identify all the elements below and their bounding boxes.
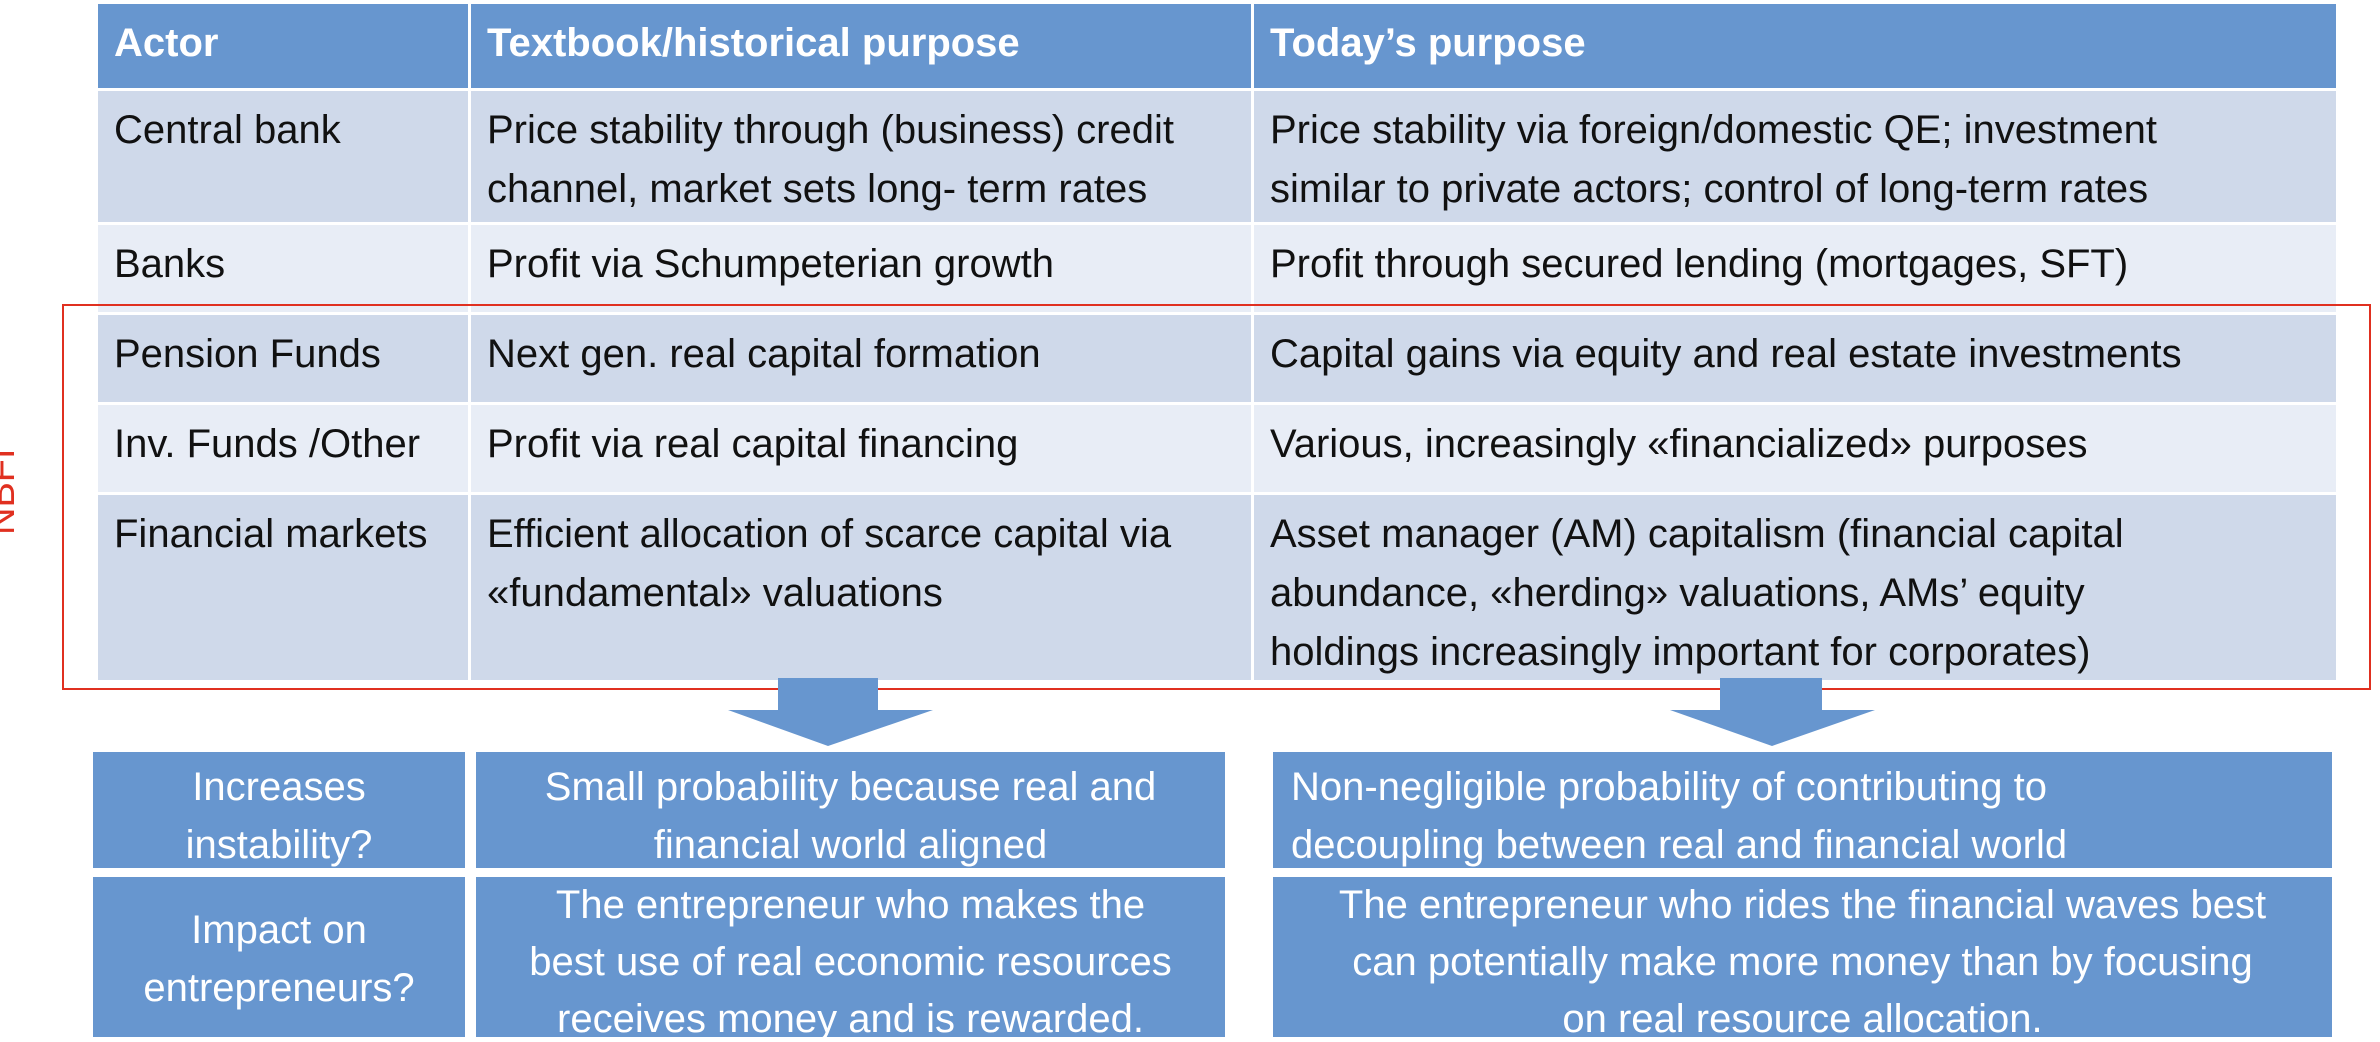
row-financial-markets-today: Asset manager (AM) capitalism (financial…	[1254, 495, 2336, 680]
text-line: Profit via Schumpeterian growth	[487, 242, 1054, 286]
text-line: Asset manager (AM) capitalism (financial…	[1270, 512, 2124, 556]
text-line: channel, market sets long- term rates	[487, 167, 1148, 211]
nbfi-label: NBFI	[0, 448, 23, 535]
text-line: Capital gains via equity and real estate…	[1270, 332, 2182, 376]
header-historical-purpose: Textbook/historical purpose	[471, 4, 1251, 88]
row-inv-funds-actor: Inv. Funds /Other	[98, 405, 468, 492]
row-inv-funds-historical: Profit via real capital financing	[471, 405, 1251, 492]
question-increases-instability: Increases instability?	[93, 752, 465, 868]
purpose-table: Actor Textbook/historical purpose Today’…	[98, 4, 2336, 680]
text-line: receives money and is rewarded.	[557, 997, 1144, 1037]
text-line: Price stability via foreign/domestic QE;…	[1270, 108, 2158, 152]
down-arrow-icon	[728, 678, 968, 748]
row-central-bank-historical: Price stability through (business) credi…	[471, 91, 1251, 222]
header-actor: Actor	[98, 4, 468, 88]
down-arrow-icon	[1670, 678, 1890, 748]
text-line: The entrepreneur who makes the	[555, 883, 1146, 927]
text-line: can potentially make more money than by …	[1352, 940, 2253, 984]
text-line: «fundamental» valuations	[487, 571, 943, 615]
text-line: instability?	[185, 823, 373, 867]
text-line: financial world aligned	[653, 823, 1048, 867]
text-line: Non-negligible probability of contributi…	[1291, 765, 2048, 809]
row-financial-markets-actor: Financial markets	[98, 495, 468, 680]
text-line: entrepreneurs?	[143, 966, 415, 1010]
text-line: Impact on	[191, 908, 367, 952]
row-banks-today: Profit through secured lending (mortgage…	[1254, 225, 2336, 312]
text-line: Efficient allocation of scarce capital v…	[487, 512, 1172, 556]
text-line: Increases	[192, 765, 366, 809]
row-financial-markets-historical: Efficient allocation of scarce capital v…	[471, 495, 1251, 680]
text-line: holdings increasingly important for corp…	[1270, 630, 2091, 674]
row-central-bank-actor: Central bank	[98, 91, 468, 222]
row-inv-funds-today: Various, increasingly «financialized» pu…	[1254, 405, 2336, 492]
row-pension-funds-historical: Next gen. real capital formation	[471, 315, 1251, 402]
text-line: Price stability through (business) credi…	[487, 108, 1174, 152]
answer-entrepreneurs-historical: The entrepreneur who makes the best use …	[476, 877, 1225, 1037]
header-todays-purpose: Today’s purpose	[1254, 4, 2336, 88]
text-line: Profit through secured lending (mortgage…	[1270, 242, 2129, 286]
text-line: on real resource allocation.	[1562, 997, 2043, 1037]
text-line: The entrepreneur who rides the financial…	[1338, 883, 2267, 927]
row-banks-historical: Profit via Schumpeterian growth	[471, 225, 1251, 312]
row-central-bank-today: Price stability via foreign/domestic QE;…	[1254, 91, 2336, 222]
text-line: Various, increasingly «financialized» pu…	[1270, 422, 2088, 466]
text-line: Profit via real capital financing	[487, 422, 1019, 466]
text-line: similar to private actors; control of lo…	[1270, 167, 2149, 211]
answer-entrepreneurs-today: The entrepreneur who rides the financial…	[1273, 877, 2332, 1037]
text-line: decoupling between real and financial wo…	[1291, 823, 2068, 867]
row-pension-funds-today: Capital gains via equity and real estate…	[1254, 315, 2336, 402]
row-banks-actor: Banks	[98, 225, 468, 312]
text-line: Small probability because real and	[544, 765, 1157, 809]
text-line: abundance, «herding» valuations, AMs’ eq…	[1270, 571, 2085, 615]
answer-instability-today: Non-negligible probability of contributi…	[1273, 752, 2332, 868]
answer-instability-historical: Small probability because real and finan…	[476, 752, 1225, 868]
question-impact-on-entrepreneurs: Impact on entrepreneurs?	[93, 877, 465, 1037]
row-pension-funds-actor: Pension Funds	[98, 315, 468, 402]
text-line: best use of real economic resources	[529, 940, 1172, 984]
text-line: Next gen. real capital formation	[487, 332, 1041, 376]
